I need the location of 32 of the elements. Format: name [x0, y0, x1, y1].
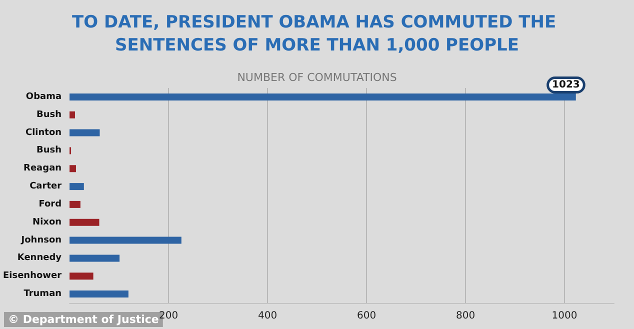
bar	[70, 218, 100, 226]
bar	[70, 254, 120, 262]
bar	[70, 290, 128, 298]
x-tick-label: 800	[456, 310, 476, 322]
y-tick-label: Nixon	[32, 217, 62, 228]
text: © Department of Justice	[8, 313, 159, 326]
bar	[70, 272, 94, 280]
x-axis-title: NUMBER OF COMMUTATIONS	[237, 71, 397, 84]
bar	[70, 200, 80, 208]
bar	[70, 111, 75, 118]
y-tick-label: Kennedy	[17, 253, 62, 264]
y-tick-label: Carter	[30, 182, 62, 192]
x-tick-label: 400	[258, 310, 278, 322]
y-tick-label: Bush	[36, 110, 62, 120]
y-tick-label: Truman	[24, 289, 62, 300]
data-label: 1023	[552, 79, 580, 90]
y-tick-label: Bush	[36, 146, 62, 156]
bar	[70, 183, 84, 190]
y-tick-label: Reagan	[24, 164, 62, 174]
chart-title: TO DATE, PRESIDENT OBAMA HAS COMMUTED THE SENTENCES OF MORE THAN 1,000 PEOPLE	[72, 12, 562, 56]
bar	[70, 129, 100, 136]
y-tick-label: Eisenhower	[2, 271, 62, 282]
x-tick-label: 1000	[552, 310, 578, 322]
bar	[70, 93, 576, 100]
x-tick-label: 200	[158, 310, 178, 322]
x-tick-label: 600	[356, 310, 376, 322]
y-tick-label: Clinton	[25, 128, 62, 138]
bar	[70, 165, 76, 172]
y-tick-label: Ford	[38, 199, 62, 210]
y-tick-label: Obama	[26, 92, 62, 102]
bar	[70, 236, 182, 244]
y-tick-label: Johnson	[20, 235, 62, 246]
